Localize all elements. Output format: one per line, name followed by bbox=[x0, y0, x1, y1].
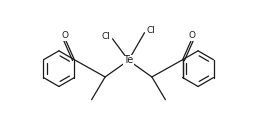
Text: Cl: Cl bbox=[101, 32, 110, 41]
Text: Cl: Cl bbox=[147, 26, 156, 35]
Text: Te: Te bbox=[123, 55, 134, 65]
Text: O: O bbox=[189, 31, 196, 40]
Text: O: O bbox=[61, 31, 68, 40]
